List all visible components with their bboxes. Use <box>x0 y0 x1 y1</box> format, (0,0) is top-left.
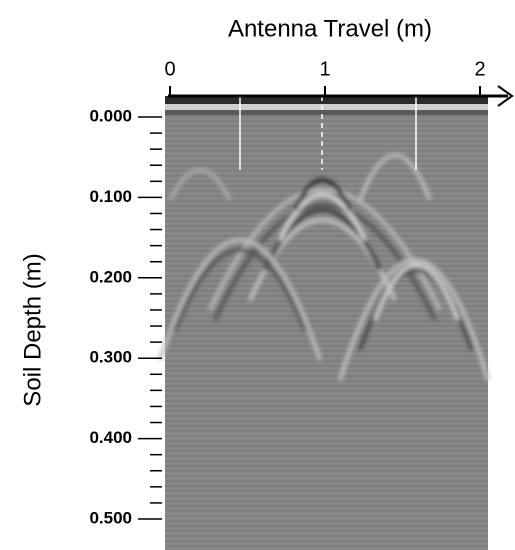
x-axis-title: Antenna Travel (m) <box>228 15 432 42</box>
y-tick-label: 0.000 <box>89 106 132 125</box>
y-axis-title: Soil Depth (m) <box>19 253 46 406</box>
y-tick-label: 0.500 <box>89 508 132 527</box>
y-tick-label: 0.300 <box>89 348 132 367</box>
x-tick-label: 0 <box>164 58 175 80</box>
x-tick-label: 2 <box>474 58 485 80</box>
y-tick-label: 0.400 <box>89 428 132 447</box>
y-tick-label: 0.200 <box>89 267 132 286</box>
x-tick-label: 1 <box>319 58 330 80</box>
y-tick-label: 0.100 <box>89 187 132 206</box>
radargram-image <box>158 96 490 550</box>
x-axis-arrow <box>497 85 514 107</box>
